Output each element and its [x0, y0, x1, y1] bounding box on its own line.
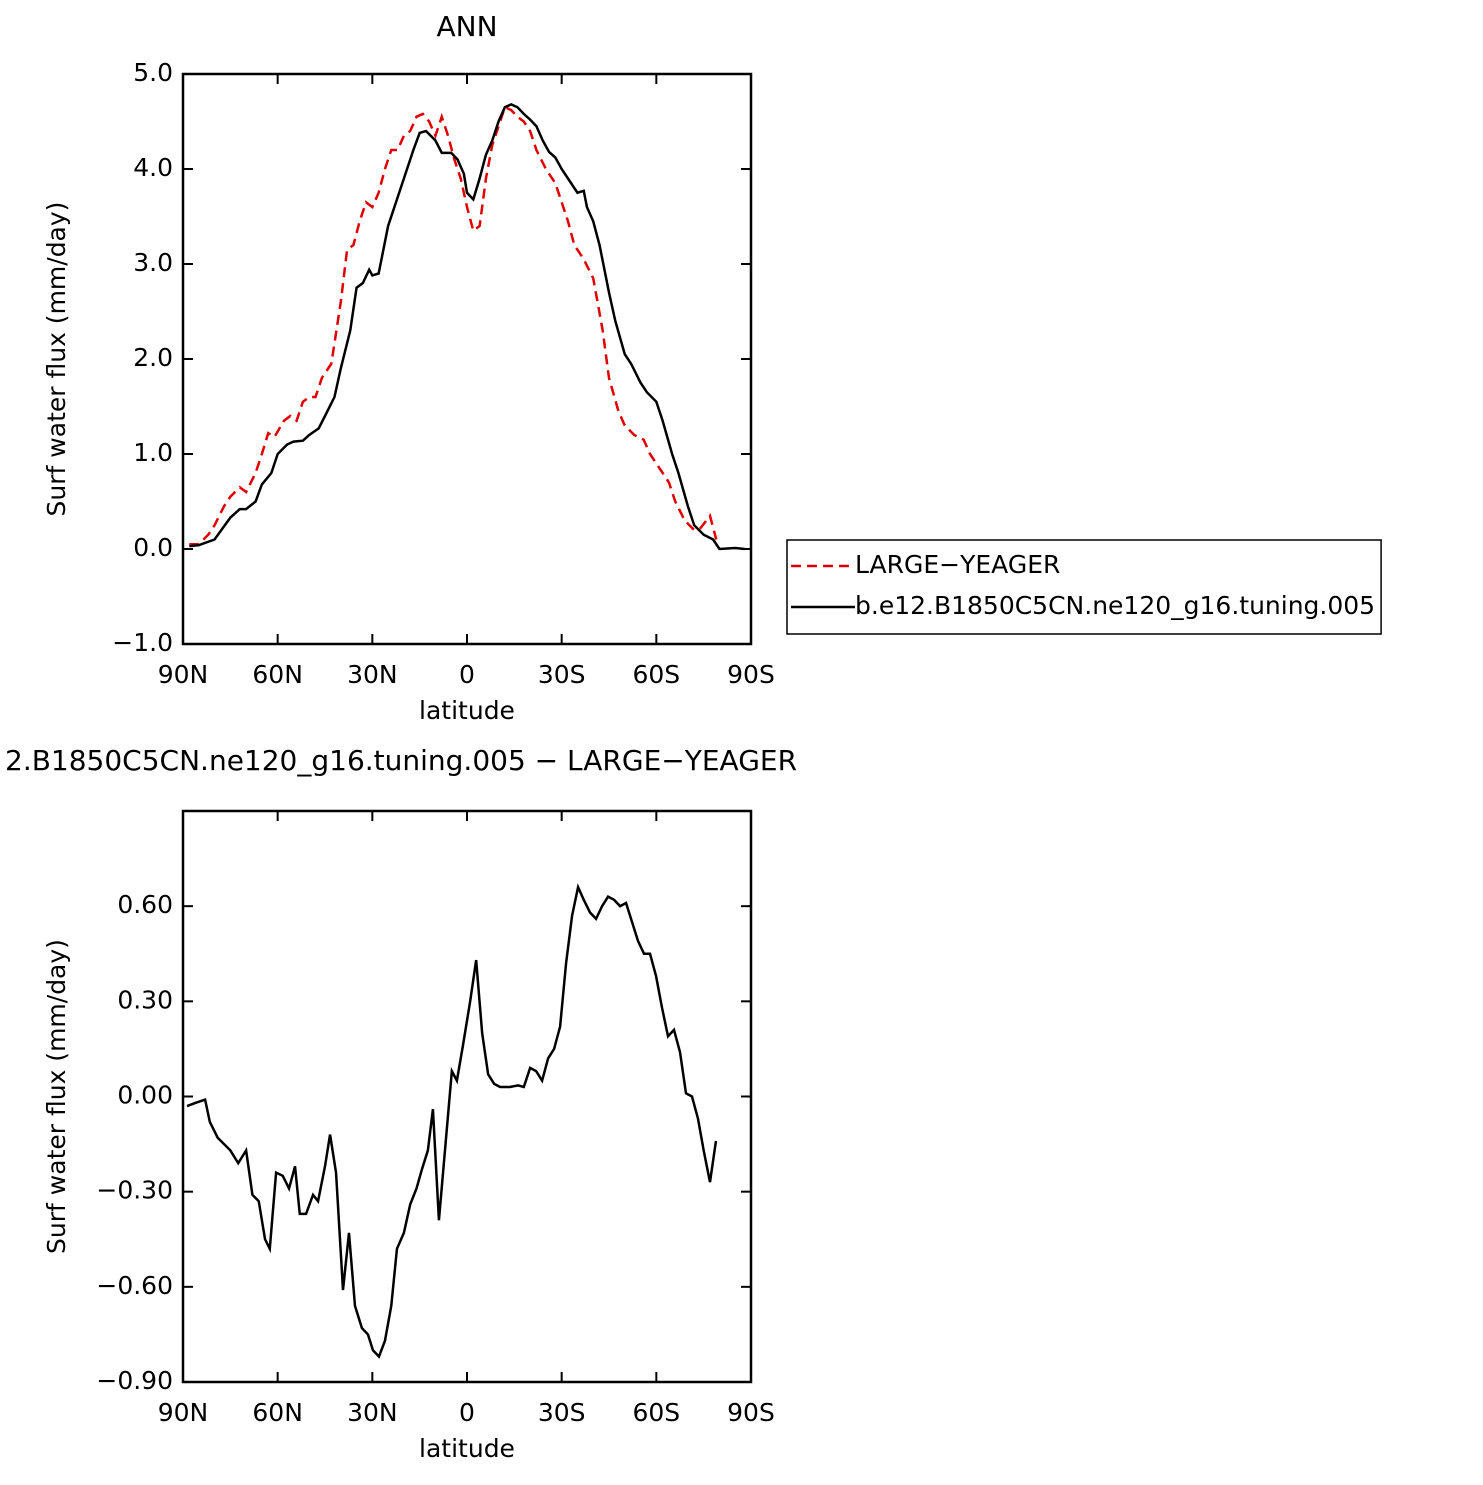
y-tick-label: 2.0 [133, 343, 173, 372]
y-tick-label: 0.00 [117, 1081, 173, 1110]
plot-frame [181, 72, 753, 646]
y-axis-label: Surf water flux (mm/day) [42, 939, 71, 1254]
x-tick-label: 60N [252, 660, 303, 689]
x-tick-label: 90S [727, 660, 775, 689]
y-tick-label: −1.0 [112, 628, 173, 657]
x-tick-label: 60S [632, 1398, 680, 1427]
y-tick-label: −0.60 [96, 1271, 173, 1300]
y-tick-label: 3.0 [133, 248, 173, 277]
y-axis-label: Surf water flux (mm/day) [42, 202, 71, 517]
y-tick-label: 0.60 [117, 890, 173, 919]
legend-label: LARGE−YEAGER [855, 550, 1060, 579]
x-tick-label: 60S [632, 660, 680, 689]
x-tick-label: 30N [347, 1398, 398, 1427]
y-tick-label: 0.0 [133, 533, 173, 562]
x-tick-label: 90S [727, 1398, 775, 1427]
x-tick-label: 60N [252, 1398, 303, 1427]
x-tick-label: 0 [459, 1398, 475, 1427]
data-line [186, 883, 718, 1359]
x-tick-label: 30S [538, 660, 586, 689]
x-tick-label: 90N [158, 660, 209, 689]
x-tick-label: 30S [538, 1398, 586, 1427]
legend-label: b.e12.B1850C5CN.ne120_g16.tuning.005 [855, 591, 1375, 620]
x-tick-label: 30N [347, 660, 398, 689]
legend-box [786, 539, 1382, 635]
x-axis-label: latitude [419, 696, 515, 725]
x-tick-label: 90N [158, 1398, 209, 1427]
data-line [189, 105, 718, 546]
y-tick-label: 4.0 [133, 153, 173, 182]
legend: LARGE−YEAGER b.e12.B1850C5CN.ne120_g16.tu… [786, 539, 1382, 635]
y-tick-label: −0.90 [96, 1366, 173, 1395]
x-axis-label: latitude [419, 1434, 515, 1463]
y-tick-label: 5.0 [133, 58, 173, 87]
y-tick-label: −0.30 [96, 1176, 173, 1205]
chart-title: 2.B1850C5CN.ne120_g16.tuning.005 − LARGE… [5, 744, 797, 777]
chart-title: ANN [436, 10, 497, 43]
y-tick-label: 1.0 [133, 438, 173, 467]
data-line [189, 103, 745, 551]
y-tick-label: 0.30 [117, 985, 173, 1014]
x-tick-label: 0 [459, 660, 475, 689]
plot-frame [181, 809, 753, 1384]
